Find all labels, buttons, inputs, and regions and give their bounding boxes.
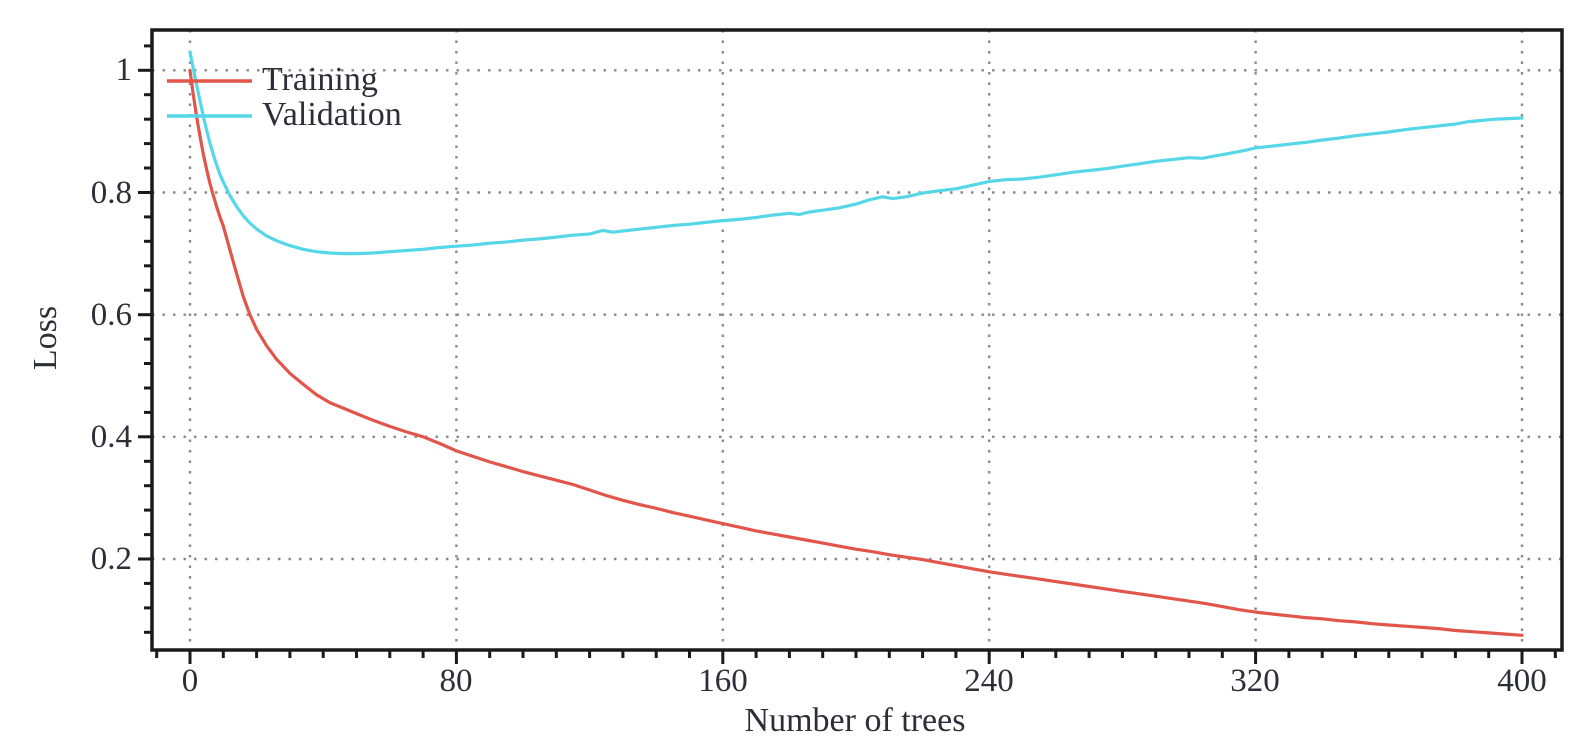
x-tick-label-400: 400 — [1497, 663, 1547, 699]
x-tick-label-320: 320 — [1230, 663, 1280, 699]
y-tick-label-0-2: 0.2 — [90, 541, 132, 577]
x-tick-label-0: 0 — [181, 663, 199, 699]
legend-label-training: Training — [262, 61, 378, 98]
y-tick-label-0-4: 0.4 — [90, 419, 132, 455]
x-tick-label-80: 80 — [439, 663, 473, 699]
x-axis-title: Number of trees — [744, 702, 966, 739]
y-axis-title: Loss — [27, 305, 64, 371]
training-series-line — [188, 68, 1524, 637]
y-tick-label-0-8: 0.8 — [90, 175, 132, 211]
x-tick-label-160: 160 — [698, 663, 748, 699]
validation-series-line — [188, 50, 1524, 256]
y-tick-label-0-6: 0.6 — [90, 297, 132, 333]
legend-label-validation: Validation — [262, 96, 402, 133]
x-tick-label-240: 240 — [964, 663, 1014, 699]
y-tick-label-1: 1 — [115, 52, 133, 88]
